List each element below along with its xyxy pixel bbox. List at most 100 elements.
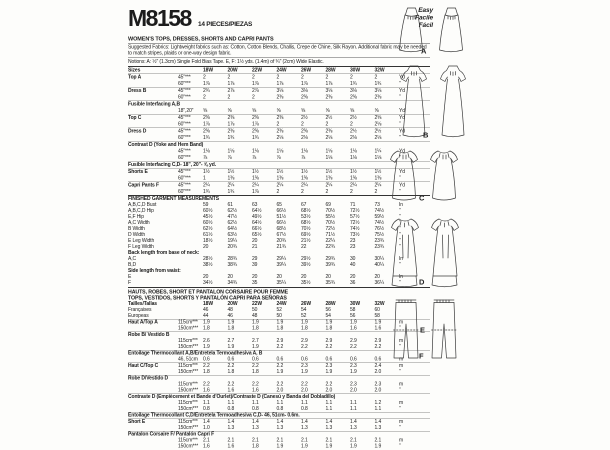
size-value: 1⅜	[374, 175, 382, 182]
size-value: 2.2	[227, 363, 235, 369]
size-value: 2⅞	[252, 88, 259, 94]
size-value: 56	[350, 313, 356, 319]
unit: m	[399, 338, 404, 344]
size-value: 20W	[227, 301, 238, 307]
size-value: 20	[325, 274, 331, 280]
size-value: 2.0	[374, 369, 382, 375]
size-value: 2.1	[350, 437, 357, 444]
row-label: Contrast D (Yoke and Hem Band)	[128, 142, 204, 148]
size-value: 61½	[203, 232, 213, 238]
difficulty-fr: Facile	[415, 13, 433, 22]
table-row: Fusible Interfacing A,B	[128, 100, 430, 108]
size-value: 0.6	[374, 356, 382, 363]
size-value: 1.9	[276, 443, 284, 450]
size-value: 0.8	[227, 406, 235, 412]
fabric-width: 45"***	[178, 182, 191, 189]
size-value: 2.3	[374, 381, 382, 388]
table-row: A,B,C,D Bust 59 61 63 65 67 69 71 73 In	[128, 202, 430, 208]
size-value: 28W	[325, 301, 336, 307]
row-label	[128, 175, 178, 182]
pieces-count: 14 PIECES/PIEZAS	[197, 20, 253, 28]
unit: In	[399, 202, 403, 208]
unit: ”	[399, 344, 401, 350]
size-value: 21½	[301, 238, 311, 244]
yardage-table: Sizes 18W 20W 22W 24W 26W 28W 30W 32W Top A 45"***…	[128, 67, 430, 195]
metric-section-header: HAUTS, ROBES, SHORT ET PANTALON CORSAIRE…	[128, 287, 430, 301]
size-value: ⅝	[350, 108, 355, 114]
size-value: 68½	[301, 220, 311, 226]
size-value: 71	[350, 202, 356, 208]
size-value: 2½	[350, 115, 357, 121]
row-label: Dress B	[128, 88, 147, 94]
size-value: 23¾	[374, 244, 385, 250]
unit: ”	[399, 155, 401, 161]
size-value: 34¾	[227, 280, 238, 286]
unit: ”	[399, 387, 401, 394]
size-value: 2.0	[325, 387, 333, 394]
size-value: 58	[350, 307, 356, 313]
table-row: E Leg Width 18½ 19¼ 20 20¾ 21½ 22¼ 23 23¾ ”	[128, 238, 430, 244]
size-value: 2.4	[374, 363, 382, 369]
size-value: 1¾	[227, 189, 235, 195]
size-value: 3⅛	[350, 88, 357, 94]
size-value: 2	[252, 74, 255, 81]
size-value: 64½	[252, 220, 262, 226]
size-value: 2	[252, 94, 255, 101]
size-value: 39	[252, 262, 258, 268]
size-value: 2	[374, 74, 378, 81]
size-value: 40¼	[374, 262, 385, 268]
unit: Yd	[399, 115, 405, 121]
size-value: 65½	[252, 232, 262, 238]
fabric-width: 60"***	[178, 81, 191, 87]
size-value: 2¼	[325, 182, 333, 189]
size-value: 52	[276, 307, 282, 313]
table-row: 150cm*** 1.9 1.9 1.9 2.2 2.2 2.2 2.2 2.2 ”	[128, 344, 430, 350]
garment-ef-drawing	[391, 297, 461, 362]
table-row: 150cm*** 1.8 1.8 1.8 1.9 1.9 1.9 1.9 2.0 ”	[128, 369, 430, 375]
size-value: 2.9	[350, 338, 357, 344]
size-value: 1⅜	[350, 175, 357, 182]
size-value: 2.2	[276, 363, 284, 369]
size-value: 2	[350, 121, 353, 128]
size-value: 1⅛	[325, 155, 333, 161]
size-value: 1.6	[227, 443, 235, 450]
size-value: 2	[276, 189, 280, 195]
size-value: 2.2	[203, 363, 210, 369]
row-label: A,C	[128, 256, 137, 262]
fabric-width: 45"***	[178, 169, 191, 175]
size-value: 2.2	[276, 344, 284, 350]
table-row: Entoilage Thermocollant A,B/Entretela Te…	[128, 350, 430, 357]
size-value: 1.1	[325, 400, 333, 406]
row-label: D Width	[128, 232, 146, 238]
figure-label-d: D	[419, 278, 425, 287]
row-label	[128, 155, 178, 162]
size-value: 2½	[374, 128, 382, 135]
size-value: 1.4	[227, 419, 235, 425]
table-row: Short E 115cm*** 1.4 1.4 1.4 1.4 1.4 1.4 1.4 1.4 m	[128, 418, 430, 426]
size-value: 18W	[203, 301, 213, 307]
size-value: 1.9	[227, 344, 235, 350]
size-value: 74½	[374, 220, 385, 226]
unit: Yd	[399, 148, 405, 155]
size-value: 2.2	[350, 344, 357, 350]
table-row: Contraste D (Empiècement et Bande d'Ourl…	[128, 393, 430, 401]
row-label: Françaises	[128, 307, 152, 313]
dress-d-views-icon	[386, 214, 464, 290]
size-value: 1¼	[374, 148, 382, 155]
fabric-width: 115cm***	[178, 419, 198, 425]
unit: Yd	[399, 182, 405, 189]
figure-label-f: F	[419, 352, 424, 361]
size-value: 1.1	[301, 400, 308, 406]
table-row: Europeas 44 46 48 50 52 54 56 58	[128, 313, 430, 319]
row-label	[128, 406, 178, 412]
size-value: 1⅛	[252, 148, 259, 155]
size-value: 2.2	[252, 381, 259, 388]
table-row: Dress B 45"*** 2¾ 2⅞ 2⅞ 3⅛ 3⅛ 3⅛ 3⅛ 3⅛ Yd	[128, 87, 430, 94]
size-value: 1.8	[276, 325, 284, 332]
row-label	[128, 189, 178, 196]
size-value: 35½	[301, 280, 311, 286]
size-value: 1.8	[252, 443, 259, 450]
size-value: 2.1	[276, 437, 284, 444]
unit: Yd	[399, 108, 405, 114]
size-value: 30W	[350, 301, 360, 307]
